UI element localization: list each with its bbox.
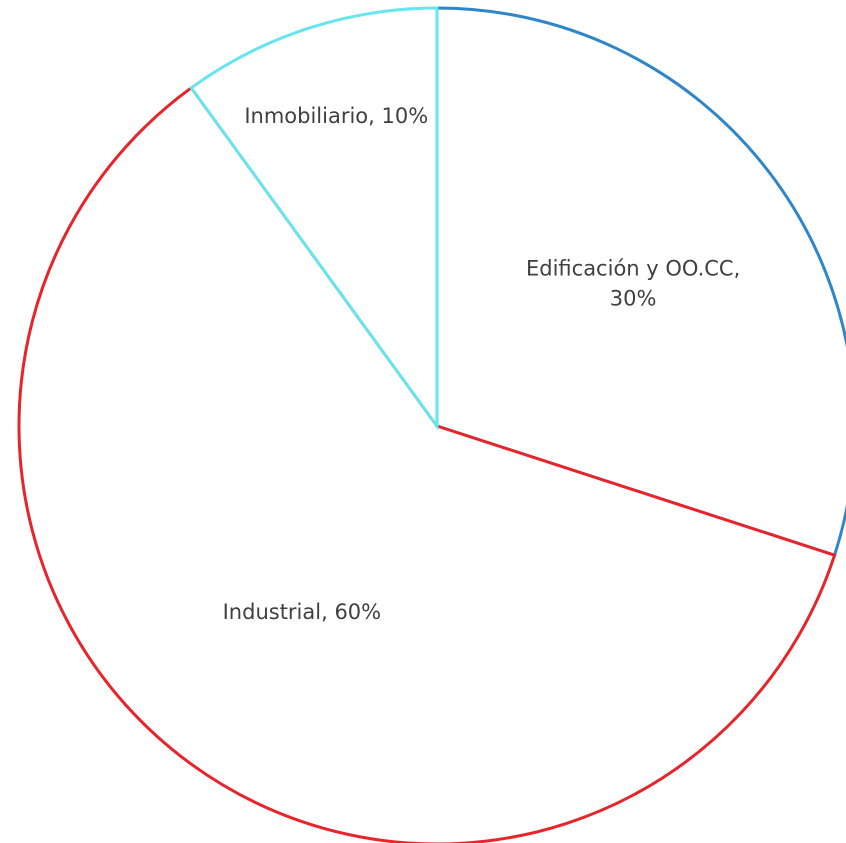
pie-labels: Edificación y OO.CC, 30% Industrial, 60% In… xyxy=(223,104,741,624)
pie-slice-inmobiliario xyxy=(189,6,439,431)
pie-slice-edificaci-n-y-oo-cc xyxy=(435,6,846,558)
data-label: Edificación y OO.CC, 30% xyxy=(526,256,740,310)
pie-slices xyxy=(17,6,846,843)
pie-slice-industrial xyxy=(17,85,837,843)
data-label: Industrial, 60% xyxy=(223,600,382,624)
data-label: Inmobiliario, 10% xyxy=(244,104,428,128)
